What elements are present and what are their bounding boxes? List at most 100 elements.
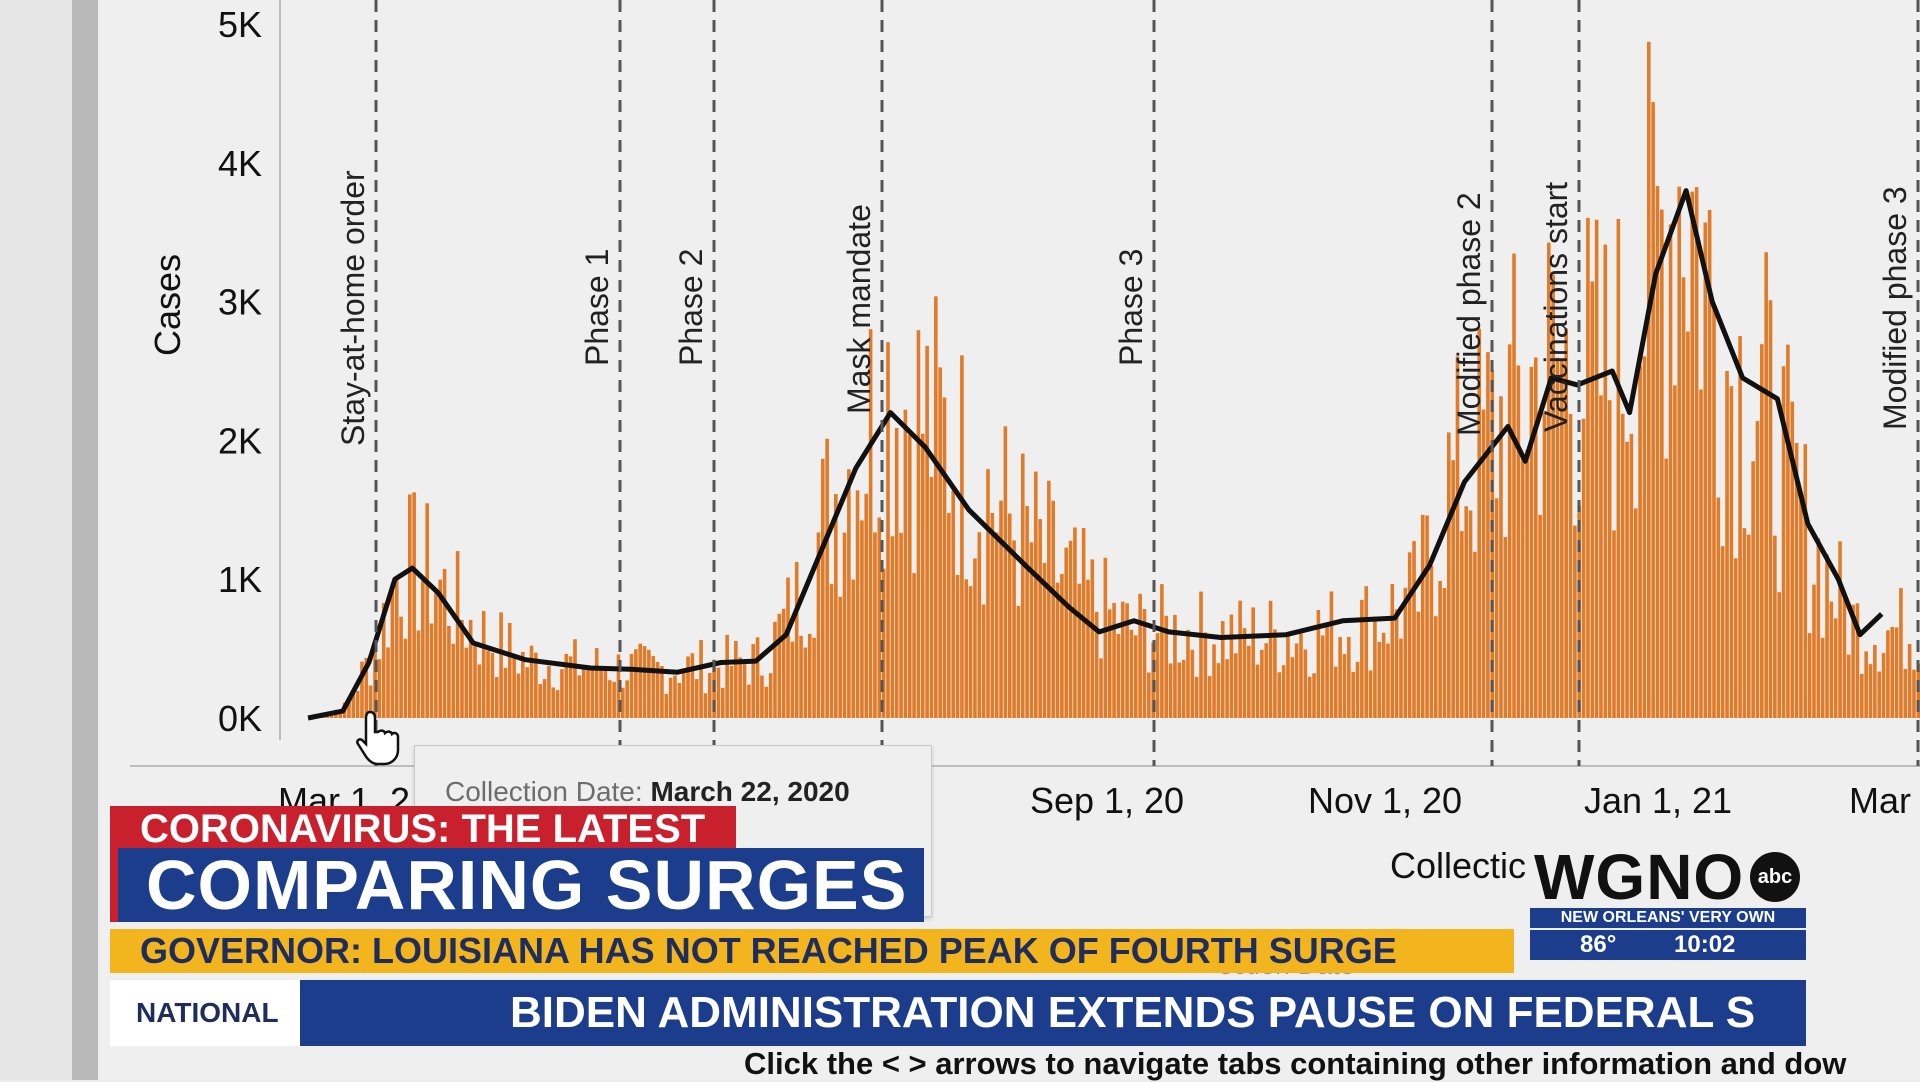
station-tagline: NEW ORLEANS' VERY OWN	[1530, 908, 1806, 928]
bar	[1529, 366, 1534, 718]
bar	[377, 659, 382, 718]
bar	[894, 428, 899, 718]
bar	[1764, 252, 1768, 719]
bar	[1538, 514, 1542, 718]
bar	[673, 675, 677, 718]
bar	[1873, 644, 1877, 718]
bar	[1794, 442, 1799, 718]
bar	[460, 619, 464, 718]
bar	[1694, 187, 1699, 718]
bar	[1303, 649, 1308, 718]
bar	[1273, 629, 1277, 718]
bar	[1038, 519, 1042, 718]
bar	[1403, 587, 1408, 718]
bar	[1703, 222, 1708, 719]
bar	[668, 677, 673, 718]
bar	[1368, 670, 1373, 718]
bar	[555, 690, 560, 718]
bar	[1277, 672, 1282, 718]
bar	[920, 433, 925, 718]
bar	[1464, 506, 1468, 718]
bar	[686, 656, 690, 718]
bar	[738, 657, 742, 718]
bar	[386, 647, 390, 718]
x-tick-label: Mar	[1849, 780, 1911, 821]
bar	[855, 490, 860, 718]
bar	[1594, 219, 1599, 718]
bar	[1016, 606, 1021, 718]
bar	[1294, 643, 1299, 718]
bar	[1086, 579, 1090, 718]
left-margin	[0, 0, 72, 1080]
bar	[1716, 497, 1721, 718]
bar	[1651, 102, 1655, 719]
news-ticker: BIDEN ADMINISTRATION EXTENDS PAUSE ON FE…	[300, 980, 1806, 1046]
bar	[351, 693, 356, 718]
bar	[1890, 626, 1895, 718]
bar	[1360, 599, 1364, 718]
category-banner: CORONAVIRUS: THE LATEST	[110, 806, 736, 852]
bar	[886, 342, 890, 718]
bar	[925, 345, 929, 718]
bar	[1420, 514, 1425, 718]
bar	[973, 558, 977, 718]
bar	[1668, 224, 1673, 718]
bar	[1212, 644, 1216, 718]
bar	[412, 492, 416, 718]
bar	[638, 643, 642, 718]
bar	[1333, 666, 1338, 718]
bar	[1255, 664, 1260, 718]
bar	[934, 296, 938, 718]
bar	[364, 657, 369, 718]
event-label: Mask mandate	[841, 204, 877, 414]
bar	[399, 616, 403, 718]
bar	[1425, 515, 1429, 718]
bar	[1603, 244, 1608, 718]
bar	[794, 562, 799, 718]
bar	[1442, 587, 1447, 718]
bar	[1390, 583, 1395, 718]
bar	[1216, 663, 1221, 718]
y-tick-label: 4K	[218, 143, 262, 184]
bar	[1347, 636, 1351, 718]
bar	[521, 651, 525, 718]
bar	[403, 638, 408, 718]
bar	[960, 355, 964, 718]
event-label: Phase 2	[673, 249, 709, 366]
x-tick-label: Jan 1, 21	[1584, 780, 1732, 821]
bar	[1003, 426, 1008, 718]
bar	[1712, 309, 1716, 718]
bar	[1499, 396, 1503, 718]
bar	[547, 665, 551, 718]
bar	[642, 646, 647, 718]
bar	[1055, 582, 1060, 718]
bar	[903, 409, 908, 718]
tooltip-label: Collection Date:	[445, 776, 643, 807]
bar	[1094, 611, 1099, 718]
bar	[868, 329, 873, 718]
bar	[690, 653, 695, 718]
bar	[1077, 583, 1082, 718]
bar	[716, 667, 721, 718]
ticker-text: BIDEN ADMINISTRATION EXTENDS PAUSE ON FE…	[510, 988, 1756, 1037]
bar	[1625, 441, 1629, 718]
y-tick-label: 3K	[218, 282, 262, 323]
bar	[1599, 395, 1603, 718]
event-label: Modified phase 3	[1877, 186, 1913, 430]
bar	[338, 712, 343, 718]
bar	[912, 573, 916, 718]
bar	[1342, 654, 1347, 718]
bar	[347, 697, 351, 718]
bar	[1629, 433, 1634, 718]
event-label: Phase 1	[579, 249, 615, 366]
bar	[1586, 217, 1590, 718]
bar	[1103, 557, 1108, 718]
bar	[1068, 540, 1073, 718]
clock-time: 10:02	[1674, 931, 1736, 958]
bar	[699, 639, 703, 718]
bar	[481, 610, 486, 718]
bar	[1316, 609, 1321, 718]
bar	[1568, 413, 1573, 718]
bar	[660, 666, 664, 718]
headline-text: COMPARING SURGES	[146, 848, 908, 922]
